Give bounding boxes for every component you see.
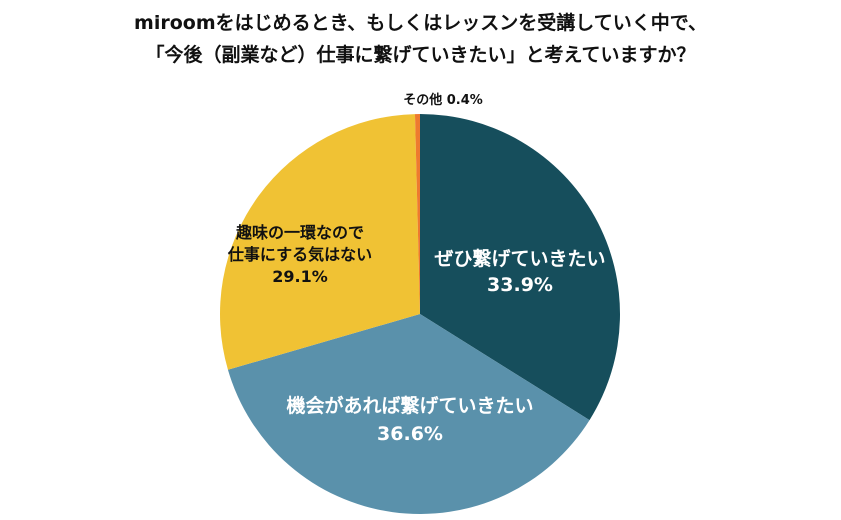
pie-slice-2 [220,114,420,370]
labels-layer: ぜひ繋げていきたい 33.9% 機会があれば繋げていきたい 36.6% 趣味の一環なので… [227,92,606,445]
chart-title-line-1: miroomをはじめるとき、もしくはレッスンを受講していく中で、 [134,12,707,34]
pie-slice-3 [414,114,420,314]
slice-label-1: 機会があれば繋げていきたい 36.6% [286,394,533,445]
slice-label-3: その他 0.4% [403,92,483,108]
slice-label-2: 趣味の一環なので仕事にする気はない 29.1% [227,223,372,286]
pie-slice-1 [227,314,590,514]
slices-layer [220,114,620,514]
chart-title-line-2: 「今後（副業など）仕事に繋げていきたい」と考えていますか？ [145,44,696,66]
slice-label-0: ぜひ繋げていきたい 33.9% [434,247,605,296]
pie-slice-0 [420,114,620,421]
